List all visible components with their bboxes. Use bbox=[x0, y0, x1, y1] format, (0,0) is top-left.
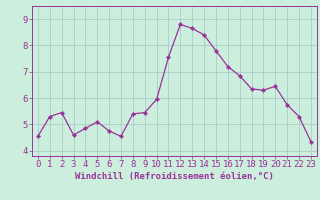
X-axis label: Windchill (Refroidissement éolien,°C): Windchill (Refroidissement éolien,°C) bbox=[75, 172, 274, 181]
